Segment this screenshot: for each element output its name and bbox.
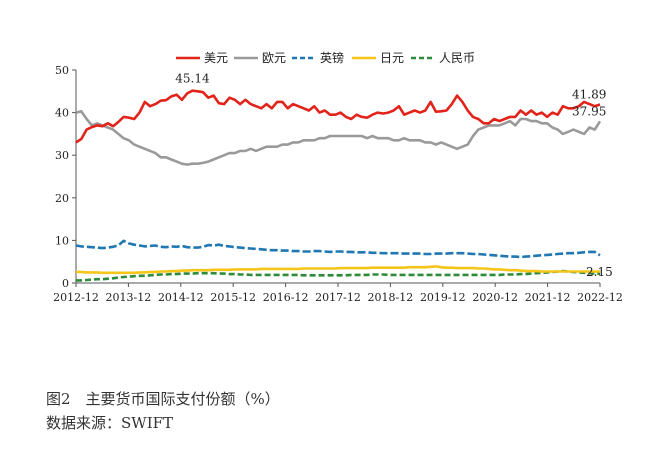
data-source: 数据来源：SWIFT [46, 414, 174, 432]
x-axis: 2012-12 2013-12 2014-12 2015-12 2016-12 2017-… [53, 282, 623, 304]
chart-legend: 美元 欧元 英镑 日元 人民币 [176, 50, 475, 65]
x-tick-label: 2015-12 [210, 291, 256, 304]
x-tick-label: 2016-12 [263, 291, 309, 304]
data-annotations: 45.14 41.89 37.95 2.15 [175, 72, 612, 279]
series-line-1 [75, 89, 601, 144]
x-tick-label: 2018-12 [368, 291, 414, 304]
x-tick-label: 2022-12 [577, 291, 623, 304]
y-tick-label: 20 [55, 192, 69, 205]
legend-label-2: 欧元 [262, 51, 286, 65]
series-line-3 [75, 239, 601, 259]
legend-label-5: 人民币 [439, 51, 475, 65]
series-line-5 [76, 269, 601, 282]
x-tick-label: 2020-12 [472, 291, 518, 304]
y-tick-label: 30 [55, 149, 69, 162]
y-tick-label: 50 [55, 64, 69, 77]
y-tick-label: 10 [55, 234, 69, 247]
y-tick-label: 0 [62, 277, 69, 290]
annotation-label-1: 45.14 [175, 72, 210, 86]
legend-label-4: 日元 [380, 51, 404, 65]
legend-label-3: 英镑 [320, 50, 344, 65]
annotation-label-4: 2.15 [586, 265, 613, 279]
y-axis: 0 10 20 30 40 50 [55, 64, 77, 290]
x-tick-label: 2019-12 [420, 291, 466, 304]
annotation-label-2: 41.89 [572, 88, 606, 102]
figure-caption: 图2 主要货币国际支付份额（%） [46, 390, 280, 408]
x-tick-label: 2021-12 [525, 291, 571, 304]
series-line-4 [76, 265, 600, 275]
x-tick-label: 2014-12 [158, 291, 204, 304]
x-tick-label: 2017-12 [315, 291, 361, 304]
series-line-2 [75, 110, 602, 166]
x-tick-label: 2012-12 [53, 291, 99, 304]
series-lines [75, 89, 602, 282]
x-tick-label: 2013-12 [106, 291, 152, 304]
y-tick-label: 40 [55, 107, 69, 120]
annotation-label-3: 37.95 [572, 104, 606, 118]
legend-label-1: 美元 [204, 51, 228, 65]
